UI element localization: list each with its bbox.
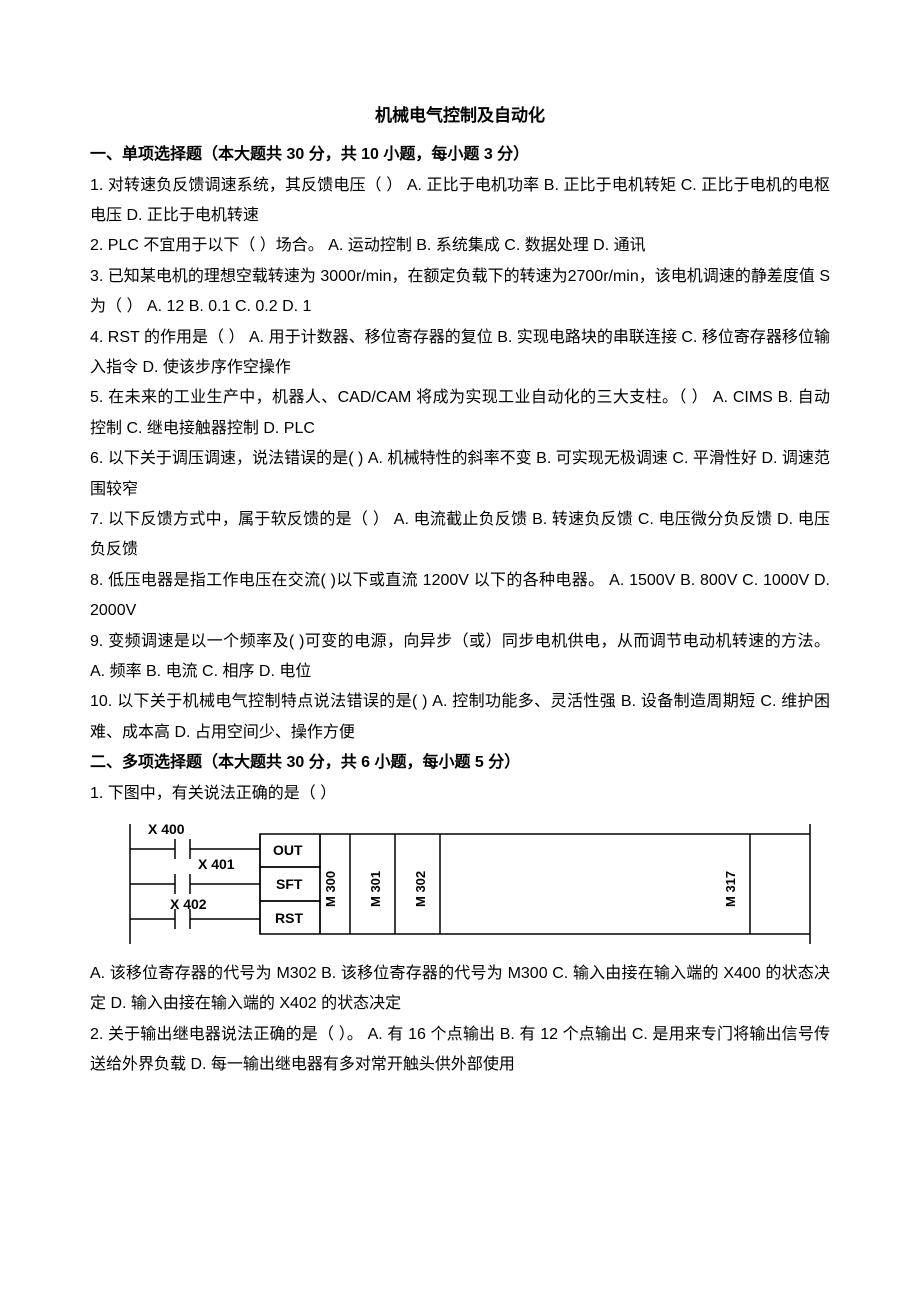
section-1-header: 一、单项选择题（本大题共 30 分，共 10 小题，每小题 3 分） bbox=[90, 140, 830, 170]
section-2-q1-options: A. 该移位寄存器的代号为 M302 B. 该移位寄存器的代号为 M300 C.… bbox=[90, 959, 830, 1020]
diagram-label-x401: X 401 bbox=[198, 856, 235, 872]
diagram-label-m301: M 301 bbox=[368, 871, 383, 907]
diagram-label-out: OUT bbox=[273, 842, 303, 858]
document-title: 机械电气控制及自动化 bbox=[90, 100, 830, 132]
section-2-header: 二、多项选择题（本大题共 30 分，共 6 小题，每小题 5 分） bbox=[90, 748, 830, 778]
section-1-q3: 3. 已知某电机的理想空载转速为 3000r/min，在额定负载下的转速为270… bbox=[90, 262, 830, 323]
diagram-label-m300: M 300 bbox=[323, 871, 338, 907]
section-1-q8: 8. 低压电器是指工作电压在交流( )以下或直流 1200V 以下的各种电器。 … bbox=[90, 566, 830, 627]
diagram-label-x400: X 400 bbox=[148, 821, 185, 837]
ladder-diagram: X 400 X 401 X 402 OUT SFT RST M 300 M 30… bbox=[120, 819, 830, 949]
section-1-q6: 6. 以下关于调压调速，说法错误的是( ) A. 机械特性的斜率不变 B. 可实… bbox=[90, 444, 830, 505]
section-2-q1-stem: 1. 下图中，有关说法正确的是（ ） bbox=[90, 779, 830, 809]
diagram-label-sft: SFT bbox=[276, 876, 303, 892]
diagram-label-m302: M 302 bbox=[413, 871, 428, 907]
section-1-q4: 4. RST 的作用是（ ） A. 用于计数器、移位寄存器的复位 B. 实现电路… bbox=[90, 323, 830, 384]
diagram-label-m317: M 317 bbox=[723, 871, 738, 907]
section-1-q2: 2. PLC 不宜用于以下（ ）场合。 A. 运动控制 B. 系统集成 C. 数… bbox=[90, 231, 830, 261]
diagram-label-rst: RST bbox=[275, 910, 303, 926]
section-1-q9: 9. 变频调速是以一个频率及( )可变的电源，向异步（或）同步电机供电，从而调节… bbox=[90, 627, 830, 688]
section-2-q2: 2. 关于输出继电器说法正确的是（ ）。 A. 有 16 个点输出 B. 有 1… bbox=[90, 1020, 830, 1081]
section-1-q10: 10. 以下关于机械电气控制特点说法错误的是( ) A. 控制功能多、灵活性强 … bbox=[90, 687, 830, 748]
diagram-label-x402: X 402 bbox=[170, 896, 207, 912]
section-1-q7: 7. 以下反馈方式中，属于软反馈的是（ ） A. 电流截止负反馈 B. 转速负反… bbox=[90, 505, 830, 566]
section-1-q5: 5. 在未来的工业生产中，机器人、CAD/CAM 将成为实现工业自动化的三大支柱… bbox=[90, 383, 830, 444]
section-1-q1: 1. 对转速负反馈调速系统，其反馈电压（ ） A. 正比于电机功率 B. 正比于… bbox=[90, 171, 830, 232]
